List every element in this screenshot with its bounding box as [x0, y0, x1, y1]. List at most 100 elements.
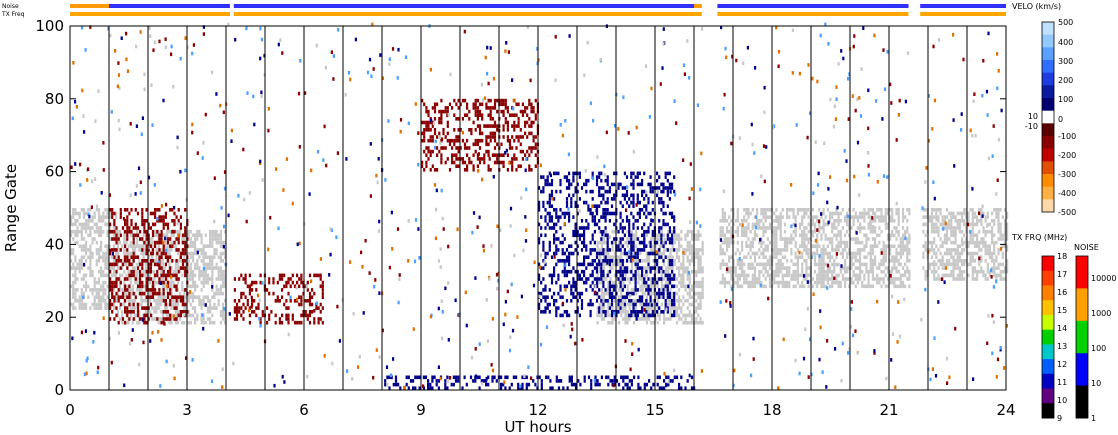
scatter-cell: [1006, 259, 1009, 263]
scatter-cell: [779, 251, 782, 256]
scatter-cell: [775, 208, 778, 212]
scatter-cell: [619, 200, 622, 205]
scatter-cell: [213, 237, 216, 241]
scatter-cell: [743, 215, 746, 219]
scatter-cell: [134, 226, 137, 230]
scatter-cell: [620, 251, 623, 256]
scatter-cell: [246, 302, 249, 307]
scatter-cell: [801, 208, 804, 212]
scatter-cell: [961, 211, 964, 216]
scatter-cell: [871, 259, 874, 263]
scatter-cell: [600, 262, 603, 267]
scatter-cell: [568, 219, 571, 223]
scatter-cell: [874, 237, 877, 241]
scatter-cell: [673, 233, 676, 238]
scatter-cell: [215, 248, 218, 252]
scatter-cell: [511, 124, 514, 128]
scatter-cell: [803, 237, 806, 241]
scatter-cell: [954, 226, 957, 230]
scatter-cell: [893, 233, 896, 238]
scatter-cell: [502, 128, 505, 132]
scatter-cell: [478, 113, 482, 117]
scatter-cell: [600, 269, 603, 274]
scatter-cell: [874, 244, 877, 248]
scatter-cell: [173, 240, 176, 245]
scatter-cell: [281, 320, 284, 325]
scatter-cell: [187, 299, 190, 303]
scatter-cell: [200, 299, 203, 303]
scatter-cell: [266, 306, 269, 310]
scatter-cell: [801, 229, 804, 234]
scatter-cell: [287, 277, 290, 281]
scatter-cell: [85, 251, 88, 256]
scatter-cell: [591, 215, 594, 219]
scatter-cell: [149, 302, 152, 307]
scatter-cell: [131, 299, 134, 303]
scatter-cell: [824, 215, 827, 219]
scatter-cell: [617, 280, 621, 285]
scatter-cell: [762, 240, 765, 245]
scatter-cell: [596, 240, 599, 245]
scatter-cell: [803, 229, 806, 234]
scatter-cell: [147, 288, 150, 292]
scatter-cell: [837, 248, 840, 252]
scatter-cell: [184, 229, 187, 234]
scatter-cell: [189, 295, 192, 299]
scatter-cell: [448, 138, 452, 143]
scatter-cell: [807, 273, 810, 278]
scatter-cell: [869, 244, 872, 248]
scatter-cell: [134, 299, 137, 303]
scatter-cell: [568, 244, 571, 248]
scatter-cell: [515, 135, 518, 139]
scatter-cell: [980, 208, 983, 212]
scatter-cell: [153, 280, 156, 285]
scatter-cell: [421, 98, 424, 103]
scatter-cell: [598, 251, 601, 256]
scatter-cell: [608, 248, 611, 252]
scatter-cell: [95, 291, 98, 296]
scatter-cell: [980, 240, 983, 245]
scatter-cell: [719, 248, 722, 252]
scatter-cell: [168, 262, 171, 267]
scatter-cell: [807, 222, 810, 227]
scatter-cell: [159, 262, 162, 267]
scatter-cell: [656, 299, 659, 303]
scatter-cell: [993, 219, 996, 223]
scatter-cell: [848, 266, 851, 270]
scatter-cell: [485, 124, 488, 128]
scatter-cell: [448, 168, 452, 172]
scatter-cell: [686, 240, 689, 245]
scatter-cell: [764, 248, 767, 252]
scatter-cell: [756, 280, 759, 285]
scatter-cell: [74, 255, 77, 259]
scatter-cell: [723, 280, 726, 285]
scatter-cell: [859, 251, 862, 256]
scatter-cell: [593, 259, 596, 263]
scatter-cell: [87, 255, 90, 259]
scatter-cell: [176, 320, 180, 325]
scatter-cell: [534, 153, 537, 157]
scatter-cell: [74, 266, 77, 270]
scatter-cell: [319, 277, 322, 281]
scatter-cell: [758, 262, 761, 267]
scatter-cell: [587, 277, 590, 281]
scatter-cell: [313, 320, 316, 325]
scatter-cell: [697, 262, 700, 267]
scatter-cell: [688, 248, 691, 252]
scatter-cell: [595, 277, 599, 281]
scatter-cell: [595, 182, 599, 187]
scatter-cell: [634, 313, 637, 318]
scatter-cell: [162, 215, 165, 219]
scatter-cell: [935, 229, 938, 234]
scatter-cell: [626, 240, 629, 245]
scatter-cell: [169, 255, 172, 259]
scatter-cell: [796, 262, 799, 267]
scatter-cell: [656, 237, 659, 241]
scatter-cell: [604, 313, 607, 318]
scatter-cell: [108, 266, 111, 270]
scatter-cell: [72, 306, 75, 310]
scatter-cell: [954, 251, 957, 256]
scatter-cell: [831, 226, 834, 230]
scatter-cell: [678, 313, 681, 318]
scatter-cell: [136, 240, 139, 245]
